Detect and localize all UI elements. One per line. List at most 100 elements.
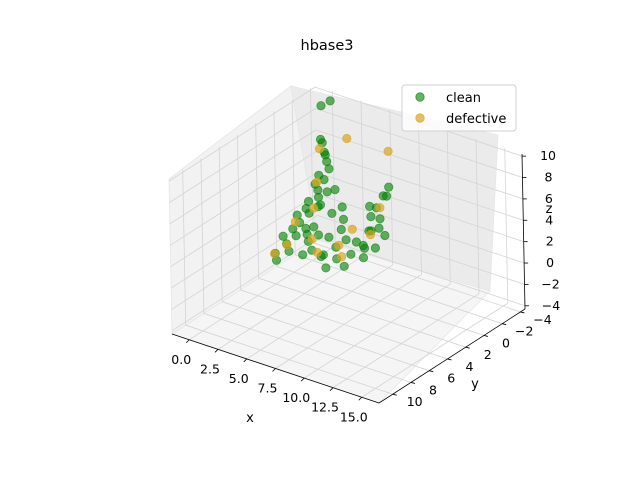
z-gridline — [315, 108, 523, 178]
y-gridline — [258, 277, 466, 348]
defective-point — [337, 252, 347, 262]
z-axis-line — [521, 153, 526, 310]
x-axis-label: x — [246, 411, 254, 426]
clean-point — [346, 249, 356, 259]
defective-point — [375, 203, 385, 213]
x-tick-label: 2.5 — [200, 361, 220, 376]
x-tick-label: 5.0 — [229, 371, 249, 386]
defective-point — [311, 177, 322, 187]
defective-point — [365, 230, 376, 240]
clean-point — [341, 235, 351, 245]
y-gridline — [185, 324, 393, 395]
legend-marker-clean — [415, 92, 425, 102]
x-gridline — [331, 90, 336, 246]
clean-point — [375, 214, 385, 224]
x-gridline — [217, 254, 365, 350]
x-tick-label: 10.0 — [282, 390, 310, 405]
z-gridline — [169, 129, 317, 225]
z-tick-label: 0 — [546, 255, 554, 270]
tick-labels: 0.02.55.07.510.012.515.0−4−20246810−4−20… — [171, 148, 560, 424]
y-gridline — [273, 111, 278, 267]
clean-point — [336, 224, 346, 235]
y-tick-label: 0 — [502, 335, 510, 350]
x-gridline — [446, 129, 451, 285]
defective-point — [334, 240, 344, 250]
x-gridline — [418, 119, 422, 275]
grid-lines — [168, 86, 526, 398]
defective-point — [347, 224, 357, 234]
z-gridline — [171, 236, 319, 332]
y-gridline — [222, 301, 430, 372]
y-gridline — [200, 158, 205, 314]
x-tick-label: 15.0 — [340, 409, 368, 424]
x-gridline — [360, 100, 365, 256]
clean-point — [339, 261, 349, 271]
x-tick-label: 7.5 — [258, 381, 278, 396]
clean-point — [358, 253, 369, 263]
legend-box — [401, 84, 517, 132]
axes — [171, 153, 529, 404]
x-tick-mark — [272, 368, 276, 372]
clean-point — [324, 232, 334, 242]
clean-point — [321, 263, 331, 273]
clean-point — [337, 202, 347, 212]
y-gridline — [182, 170, 187, 326]
defective-point — [342, 133, 352, 144]
z-gridline — [170, 150, 317, 246]
clean-point — [366, 212, 376, 222]
x-tick-mark — [185, 339, 190, 344]
z-gridline — [316, 150, 524, 221]
z-gridline — [316, 193, 525, 264]
y-tick-label: −2 — [515, 324, 533, 339]
y-tick-mark — [447, 358, 452, 361]
z-tick-label: −2 — [541, 276, 559, 291]
y-tick-mark — [465, 346, 470, 349]
clean-point — [330, 185, 340, 195]
z-tick-label: 6 — [545, 191, 553, 206]
legend-label-defective: defective — [446, 112, 506, 127]
z-tick-label: 8 — [544, 170, 552, 185]
z-gridline — [168, 86, 316, 182]
z-gridline — [170, 193, 318, 289]
y-gridline — [237, 134, 241, 290]
clean-point — [291, 231, 301, 241]
x-tick-label: 12.5 — [311, 400, 339, 415]
x-gridline — [275, 274, 422, 369]
clean-point — [325, 96, 335, 106]
clean-point — [278, 231, 288, 241]
y-tick-mark — [410, 382, 416, 384]
clean-point — [327, 208, 337, 218]
defective-point — [314, 144, 325, 154]
clean-point — [380, 230, 390, 241]
x-gridline — [475, 138, 480, 294]
y-gridline — [310, 87, 314, 243]
clean-point — [384, 182, 394, 192]
defective-point — [269, 249, 280, 259]
x-gridline — [246, 264, 393, 360]
defective-point — [290, 217, 300, 227]
x-tick-mark — [329, 387, 334, 391]
z-tick-label: 2 — [546, 234, 554, 249]
clean-point — [381, 191, 392, 201]
x-gridline — [304, 283, 451, 379]
x-tick-label: 0.0 — [171, 352, 191, 367]
defective-point — [308, 203, 319, 213]
y-gridline — [240, 289, 448, 360]
z-tick-label: 10 — [540, 148, 556, 163]
y-tick-mark — [502, 323, 507, 326]
z-tick-label: 4 — [545, 212, 553, 227]
y-gridline — [218, 146, 223, 302]
scatter-points — [269, 96, 394, 273]
y-axis-line — [378, 308, 526, 404]
y-axis-label: y — [471, 377, 479, 392]
y-gridline — [203, 313, 412, 383]
defective-point — [282, 240, 292, 250]
z-gridline — [169, 108, 316, 203]
z-gridline — [170, 172, 317, 267]
y-tick-label: 4 — [465, 359, 473, 374]
y-tick-mark — [520, 311, 525, 314]
z-gridline — [316, 172, 524, 243]
clean-point — [338, 214, 349, 224]
x-gridline — [189, 245, 336, 341]
